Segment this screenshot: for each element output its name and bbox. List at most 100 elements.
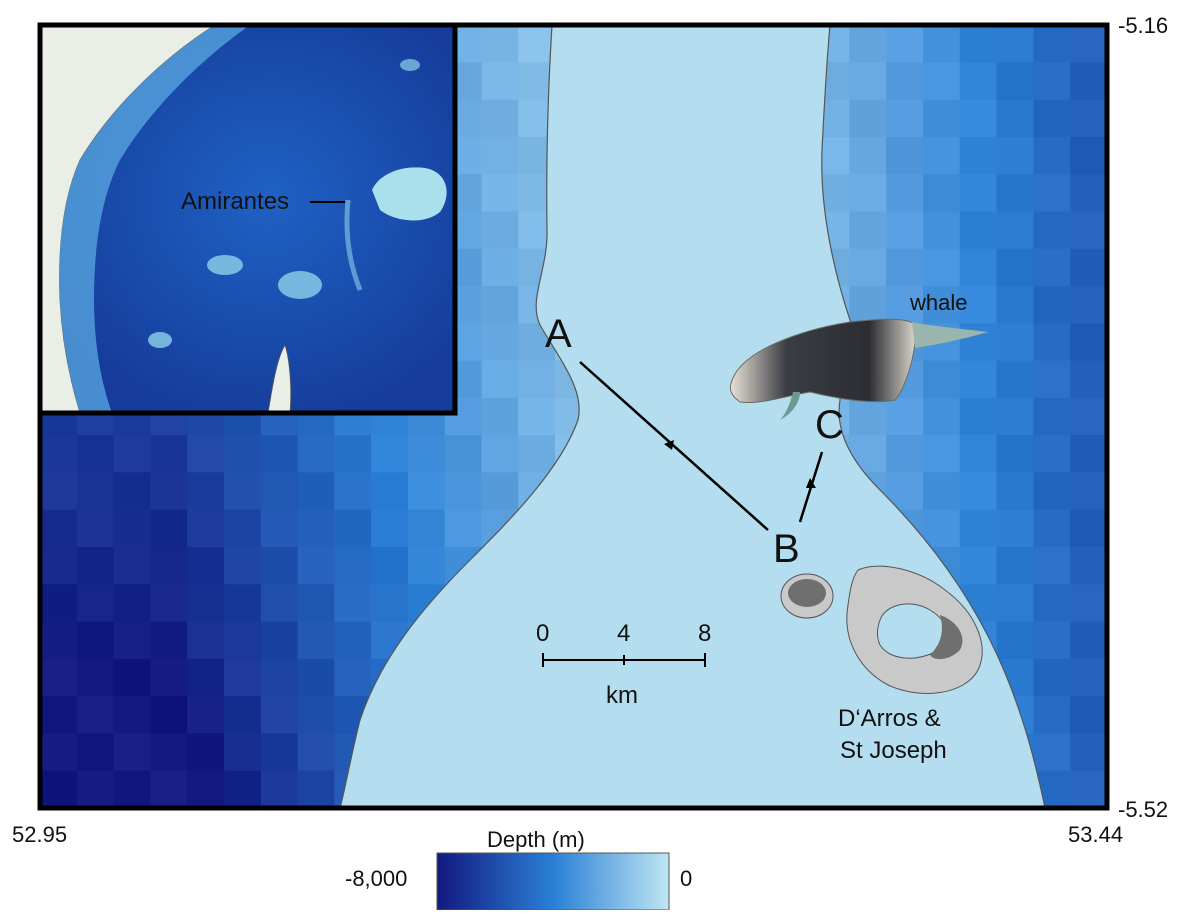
bathymetry-cell bbox=[297, 435, 335, 473]
bathymetry-cell bbox=[1033, 99, 1071, 138]
bathymetry-cell bbox=[297, 547, 335, 585]
bathymetry-cell bbox=[76, 621, 115, 660]
bathymetry-cell bbox=[481, 472, 519, 511]
bathymetry-cell bbox=[959, 286, 998, 324]
bathymetry-cell bbox=[334, 435, 372, 473]
bathymetry-cell bbox=[923, 435, 961, 473]
bathymetry-cell bbox=[76, 733, 115, 772]
bathymetry-cell bbox=[113, 584, 151, 623]
bathymetry-cell bbox=[996, 25, 1034, 63]
bathymetry-cell bbox=[150, 584, 188, 623]
bathymetry-cell bbox=[1070, 136, 1107, 175]
bathymetry-cell bbox=[1070, 472, 1107, 511]
bathymetry-cell bbox=[923, 25, 961, 63]
bathymetry-cell bbox=[334, 658, 372, 697]
bathymetry-cell bbox=[959, 323, 998, 362]
point-c-label: C bbox=[815, 403, 844, 447]
bathymetry-cell bbox=[923, 62, 961, 101]
lon-label-right: 53.44 bbox=[1068, 822, 1124, 847]
bathymetry-cell bbox=[260, 472, 299, 511]
whale-tail bbox=[912, 322, 988, 348]
bathymetry-cell bbox=[1033, 174, 1071, 212]
bathymetry-cell bbox=[959, 25, 998, 63]
scale-tick-label-0: 0 bbox=[536, 620, 550, 647]
bathymetry-cell bbox=[959, 136, 998, 175]
bathymetry-cell bbox=[923, 248, 961, 287]
bathymetry-cell bbox=[1033, 547, 1071, 585]
bathymetry-cell bbox=[76, 770, 115, 808]
bathymetry-cell bbox=[923, 509, 961, 548]
bathymetry-cell bbox=[1070, 25, 1107, 63]
bathymetry-cell bbox=[297, 621, 335, 660]
inset-map bbox=[40, 25, 455, 413]
bathymetry-cell bbox=[150, 472, 188, 511]
lon-label-left: 52.95 bbox=[12, 822, 68, 847]
inset-seychelles-bank bbox=[372, 167, 447, 221]
bathymetry-cell bbox=[1070, 658, 1107, 697]
bathymetry-cell bbox=[113, 733, 151, 772]
bathymetry-cell bbox=[1070, 286, 1107, 324]
track-a-b-arrow bbox=[664, 440, 674, 450]
bathymetry-cell bbox=[996, 621, 1034, 660]
bathymetry-cell bbox=[1070, 211, 1107, 250]
bathymetry-cell bbox=[1033, 509, 1071, 548]
bathymetry-cell bbox=[959, 174, 998, 212]
bathymetry-cell bbox=[996, 248, 1034, 287]
bathymetry-cell bbox=[518, 360, 556, 399]
bathymetry-cell bbox=[224, 584, 262, 623]
bathymetry-cell bbox=[371, 435, 409, 473]
bathymetry-cell bbox=[996, 323, 1034, 362]
bathymetry-cell bbox=[113, 621, 151, 660]
bathymetry-cell bbox=[959, 62, 998, 101]
bathymetry-cell bbox=[224, 509, 262, 548]
bathymetry-cell bbox=[481, 286, 519, 324]
bathymetry-cell bbox=[923, 174, 961, 212]
bathymetry-cell bbox=[187, 658, 225, 697]
lat-label-bottom: -5.52 bbox=[1118, 797, 1169, 822]
bathymetry-cell bbox=[518, 435, 556, 473]
bathymetry-cell bbox=[849, 136, 887, 175]
bathymetry-cell bbox=[481, 136, 519, 175]
bathymetry-cell bbox=[187, 584, 225, 623]
bathymetry-cell bbox=[76, 435, 115, 473]
bathymetry-cell bbox=[113, 770, 151, 808]
bathymetry-cell bbox=[40, 696, 78, 734]
bathymetry-cell bbox=[1070, 696, 1107, 734]
bathymetry-cell bbox=[481, 211, 519, 250]
whale-label: whale bbox=[910, 290, 968, 315]
bathymetry-cell bbox=[849, 25, 887, 63]
bank-contour-east bbox=[821, 25, 1046, 808]
bathymetry-cell bbox=[150, 509, 188, 548]
bathymetry-cell bbox=[996, 360, 1034, 399]
islands-label-line2: St Joseph bbox=[840, 737, 947, 764]
inset-shoal-1 bbox=[207, 255, 243, 275]
bathymetry-cell bbox=[187, 696, 225, 734]
bathymetry-cell bbox=[224, 435, 262, 473]
bathymetry-cell bbox=[407, 472, 446, 511]
inset-madagascar bbox=[267, 344, 292, 413]
scale-bar bbox=[542, 653, 706, 667]
legend-min-label: -8,000 bbox=[345, 866, 408, 891]
bathymetry-cell bbox=[959, 472, 998, 511]
bathymetry-cell bbox=[334, 547, 372, 585]
bathymetry-cell bbox=[886, 99, 924, 138]
bathymetry-cell bbox=[150, 547, 188, 585]
point-b-label: B bbox=[773, 527, 800, 571]
bathymetry-cell bbox=[996, 472, 1034, 511]
bathymetry-cell bbox=[518, 397, 556, 436]
bathymetry-cell bbox=[260, 547, 299, 585]
scale-tick-label-8: 8 bbox=[698, 620, 712, 647]
bathymetry-cell bbox=[481, 435, 519, 473]
bathymetry-cell bbox=[886, 25, 924, 63]
bathymetry-cell bbox=[1033, 397, 1071, 436]
bathymetry-cell bbox=[224, 547, 262, 585]
bathymetry-cell bbox=[297, 584, 335, 623]
inset-amirantes-label: Amirantes bbox=[181, 188, 290, 215]
bathymetry-cell bbox=[113, 547, 151, 585]
bathymetry-cell bbox=[1070, 584, 1107, 623]
bathymetry-cell bbox=[481, 397, 519, 436]
bathymetry-cell bbox=[996, 174, 1034, 212]
whale-body bbox=[729, 318, 916, 404]
inset-shoal-3 bbox=[148, 332, 172, 348]
